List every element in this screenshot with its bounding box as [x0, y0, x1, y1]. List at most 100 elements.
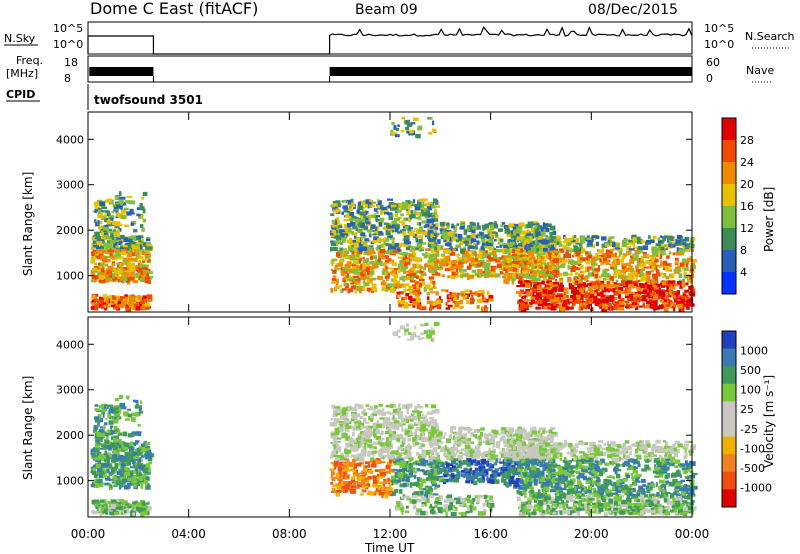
range-gate-cell — [131, 412, 137, 417]
range-gate-cell — [611, 263, 615, 268]
range-gate-cell — [110, 427, 113, 430]
range-gate-cell — [140, 483, 144, 489]
range-gate-cell — [611, 278, 614, 284]
range-gate-cell — [103, 233, 109, 237]
range-gate-cell — [381, 253, 385, 256]
range-gate-cell — [114, 503, 119, 507]
range-gate-cell — [543, 223, 549, 226]
range-gate-cell — [97, 214, 104, 219]
range-gate-cell — [91, 299, 96, 303]
range-gate-cell — [125, 478, 131, 481]
range-gate-cell — [343, 251, 350, 254]
range-gate-cell — [369, 261, 373, 265]
range-gate-cell — [663, 307, 669, 313]
range-gate-cell — [522, 281, 526, 284]
range-gate-cell — [521, 236, 525, 240]
range-gate-cell — [389, 493, 394, 497]
range-gate-cell — [448, 261, 453, 265]
range-gate-cell — [609, 276, 614, 281]
range-gate-cell — [663, 297, 669, 301]
range-gate-cell — [545, 227, 550, 233]
range-gate-cell — [579, 260, 582, 263]
range-gate-cell — [645, 300, 652, 305]
range-gate-cell — [459, 243, 462, 249]
range-gate-cell — [599, 254, 605, 258]
range-gate-cell — [659, 251, 665, 256]
range-gate-cell — [513, 236, 520, 240]
range-gate-cell — [94, 499, 99, 502]
range-gate-cell — [356, 253, 360, 258]
range-gate-cell — [608, 250, 612, 254]
range-gate-cell — [113, 231, 117, 235]
range-gate-cell — [97, 414, 102, 419]
range-gate-cell — [98, 457, 102, 460]
range-gate-cell — [124, 509, 127, 514]
range-gate-cell — [98, 209, 102, 215]
range-gate-cell — [485, 250, 488, 254]
range-gate-cell — [666, 304, 670, 308]
range-gate-cell — [107, 445, 112, 450]
range-gate-cell — [107, 506, 112, 510]
range-gate-cell — [659, 254, 663, 260]
range-gate-cell — [511, 280, 515, 285]
range-gate-cell — [441, 274, 445, 278]
range-gate-cell — [418, 222, 422, 226]
range-gate-cell — [371, 288, 376, 291]
range-gate-cell — [402, 257, 408, 260]
range-gate-cell — [97, 461, 101, 465]
range-gate-cell — [419, 198, 426, 202]
range-gate-cell — [145, 255, 150, 259]
freq-right-tick-top: 60 — [706, 56, 720, 69]
range-gate-cell — [652, 285, 658, 289]
range-gate-cell — [444, 289, 448, 293]
range-gate-cell — [393, 125, 397, 130]
range-gate-cell — [667, 293, 672, 298]
range-gate-cell — [544, 239, 551, 244]
range-gate-cell — [463, 246, 466, 250]
range-gate-cell — [393, 481, 399, 485]
range-gate-cell — [357, 230, 363, 233]
range-gate-cell — [570, 268, 576, 272]
range-gate-cell — [146, 246, 153, 250]
range-gate-cell — [112, 467, 117, 471]
range-gate-cell — [538, 264, 543, 268]
range-gate-cell — [94, 262, 98, 266]
range-gate-cell — [373, 407, 376, 412]
range-gate-cell — [96, 235, 101, 241]
range-gate-cell — [594, 268, 600, 272]
range-gate-cell — [130, 473, 134, 477]
range-gate-cell — [384, 260, 389, 263]
range-gate-cell — [565, 259, 570, 263]
range-gate-cell — [435, 214, 439, 218]
range-gate-cell — [408, 227, 414, 230]
range-gate-cell — [486, 245, 493, 248]
range-gate-cell — [468, 249, 473, 253]
range-gate-cell — [579, 238, 586, 244]
range-gate-cell — [556, 293, 563, 297]
range-gate-cell — [134, 508, 137, 512]
range-gate-cell — [625, 295, 629, 299]
range-gate-cell — [533, 281, 538, 287]
range-gate-cell — [96, 301, 99, 305]
range-gate-cell — [110, 504, 116, 509]
range-gate-cell — [554, 305, 557, 309]
range-gate-cell — [526, 235, 530, 238]
range-gate-cell — [342, 475, 345, 480]
range-gate-cell — [530, 228, 536, 233]
range-gate-cell — [107, 500, 114, 505]
range-gate-cell — [533, 226, 537, 230]
range-gate-cell — [397, 231, 401, 234]
range-gate-cell — [137, 483, 141, 487]
range-gate-cell — [523, 251, 527, 256]
range-gate-cell — [441, 253, 445, 257]
range-gate-cell — [97, 271, 101, 276]
range-gate-cell — [556, 241, 561, 246]
range-gate-cell — [119, 402, 126, 408]
range-gate-cell — [381, 256, 386, 260]
range-gate-cell — [343, 282, 347, 287]
range-gate-cell — [521, 295, 526, 299]
range-gate-cell — [609, 236, 615, 239]
range-gate-cell — [466, 275, 470, 280]
range-gate-cell — [119, 442, 124, 445]
range-gate-cell — [343, 248, 347, 251]
